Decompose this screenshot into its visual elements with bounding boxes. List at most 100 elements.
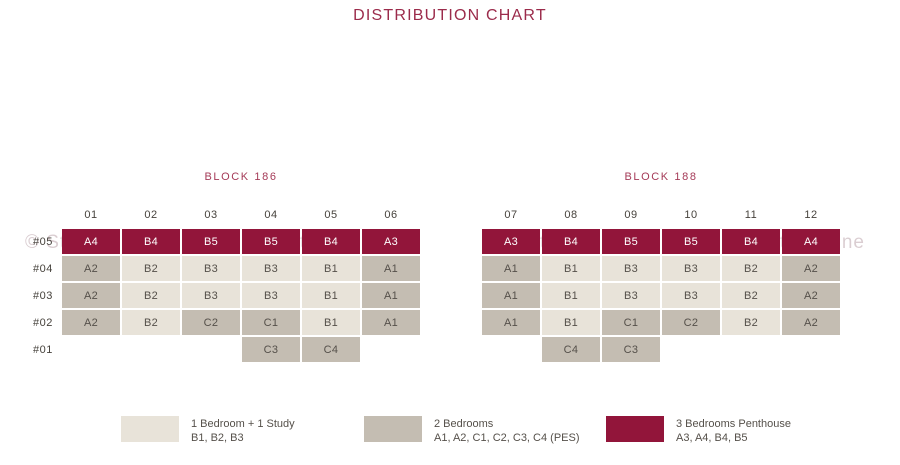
unit-cell-b1: B1 <box>542 256 600 281</box>
empty-cell <box>662 337 720 362</box>
unit-cell-a3: A3 <box>482 229 540 254</box>
stack-header: 05 <box>324 209 338 221</box>
legend-title: 1 Bedroom + 1 Study <box>191 418 295 430</box>
unit-cell-a2: A2 <box>62 256 120 281</box>
legend-text: 3 Bedrooms Penthouse A3, A4, B4, B5 <box>676 416 791 445</box>
stack-header: 10 <box>684 209 698 221</box>
unit-cell-c3: C3 <box>242 337 300 362</box>
floor-label: #05 <box>33 235 53 248</box>
stack-header: 02 <box>144 209 158 221</box>
legend-units: A3, A4, B4, B5 <box>676 432 748 444</box>
unit-cell-b2: B2 <box>722 310 780 335</box>
unit-cell-b3: B3 <box>242 283 300 308</box>
floor-label: #01 <box>33 343 53 356</box>
unit-cell-a2: A2 <box>782 283 840 308</box>
unit-cell-b2: B2 <box>122 283 180 308</box>
unit-cell-b5: B5 <box>602 229 660 254</box>
legend-title: 2 Bedrooms <box>434 418 494 430</box>
unit-cell-a2: A2 <box>62 283 120 308</box>
unit-cell-a4: A4 <box>62 229 120 254</box>
unit-cell-b3: B3 <box>662 256 720 281</box>
unit-cell-c1: C1 <box>602 310 660 335</box>
unit-cell-b3: B3 <box>242 256 300 281</box>
unit-cell-a3: A3 <box>362 229 420 254</box>
empty-cell <box>482 337 540 362</box>
stack-header: 04 <box>264 209 278 221</box>
unit-cell-b5: B5 <box>242 229 300 254</box>
unit-cell-b1: B1 <box>302 283 360 308</box>
unit-cell-b1: B1 <box>302 310 360 335</box>
unit-cell-a1: A1 <box>482 283 540 308</box>
unit-cell-b2: B2 <box>722 256 780 281</box>
unit-cell-a1: A1 <box>482 256 540 281</box>
legend-units: A1, A2, C1, C2, C3, C4 (PES) <box>434 432 580 444</box>
unit-cell-a1: A1 <box>362 283 420 308</box>
unit-cell-b4: B4 <box>722 229 780 254</box>
legend-item-3br-penthouse: 3 Bedrooms Penthouse A3, A4, B4, B5 <box>606 416 791 445</box>
stack-header: 11 <box>744 209 758 221</box>
unit-cell-b1: B1 <box>302 256 360 281</box>
unit-cell-b3: B3 <box>662 283 720 308</box>
unit-cell-a2: A2 <box>62 310 120 335</box>
block-188-stack-headers: 07 08 09 10 11 12 <box>482 209 840 221</box>
unit-cell-a2: A2 <box>782 310 840 335</box>
legend-swatch-1br-study <box>121 416 179 442</box>
unit-cell-b5: B5 <box>182 229 240 254</box>
unit-cell-b1: B1 <box>542 283 600 308</box>
floor-label: #04 <box>33 262 53 275</box>
empty-cell <box>182 337 240 362</box>
unit-cell-b2: B2 <box>722 283 780 308</box>
unit-cell-c4: C4 <box>302 337 360 362</box>
unit-cell-b4: B4 <box>302 229 360 254</box>
empty-cell <box>722 337 780 362</box>
stack-header: 12 <box>804 209 818 221</box>
legend-units: B1, B2, B3 <box>191 432 244 444</box>
block-188-unit-grid: A3 B4 B5 B5 B4 A4 A1 B1 B3 B3 B2 A2 A1 B1 B3 B3 B2 A2 A1 B1… <box>482 229 840 362</box>
unit-cell-b3: B3 <box>602 283 660 308</box>
unit-cell-b4: B4 <box>122 229 180 254</box>
empty-cell <box>122 337 180 362</box>
stack-header: 09 <box>624 209 638 221</box>
unit-cell-a1: A1 <box>362 256 420 281</box>
legend-text: 2 Bedrooms A1, A2, C1, C2, C3, C4 (PES) <box>434 416 580 445</box>
stack-header: 07 <box>504 209 518 221</box>
unit-cell-b3: B3 <box>182 283 240 308</box>
stack-header: 08 <box>564 209 578 221</box>
legend-swatch-3br-penthouse <box>606 416 664 442</box>
page-title: DISTRIBUTION CHART <box>353 7 547 24</box>
unit-cell-c3: C3 <box>602 337 660 362</box>
unit-cell-a1: A1 <box>482 310 540 335</box>
stack-header: 06 <box>384 209 398 221</box>
unit-cell-c1: C1 <box>242 310 300 335</box>
unit-cell-b2: B2 <box>122 256 180 281</box>
empty-cell <box>362 337 420 362</box>
unit-cell-c4: C4 <box>542 337 600 362</box>
unit-cell-b1: B1 <box>542 310 600 335</box>
unit-cell-b3: B3 <box>182 256 240 281</box>
unit-cell-c2: C2 <box>662 310 720 335</box>
legend-swatch-2br <box>364 416 422 442</box>
unit-cell-b4: B4 <box>542 229 600 254</box>
unit-cell-a4: A4 <box>782 229 840 254</box>
floor-label: #03 <box>33 289 53 302</box>
unit-cell-b5: B5 <box>662 229 720 254</box>
unit-cell-b3: B3 <box>602 256 660 281</box>
legend-item-2br: 2 Bedrooms A1, A2, C1, C2, C3, C4 (PES) <box>364 416 580 445</box>
block-186: BLOCK 186 01 02 03 04 05 06 A4 B4 B5 B5 B4 A3 A2 B2 B… <box>62 166 420 366</box>
block-186-stack-headers: 01 02 03 04 05 06 <box>62 209 420 221</box>
legend-text: 1 Bedroom + 1 Study B1, B2, B3 <box>191 416 295 445</box>
unit-cell-b2: B2 <box>122 310 180 335</box>
empty-cell <box>62 337 120 362</box>
stack-header: 03 <box>204 209 218 221</box>
unit-cell-c2: C2 <box>182 310 240 335</box>
block-188-title: BLOCK 188 <box>624 171 698 183</box>
block-188: BLOCK 188 07 08 09 10 11 12 A3 B4 B5 B5 B4 A4 A1 B1 B… <box>482 166 840 366</box>
legend-item-1br-study: 1 Bedroom + 1 Study B1, B2, B3 <box>121 416 295 445</box>
stack-header: 01 <box>84 209 98 221</box>
empty-cell <box>782 337 840 362</box>
floor-axis-labels: #05 #04 #03 #02 #01 <box>33 229 53 364</box>
block-186-title: BLOCK 186 <box>204 171 278 183</box>
legend-title: 3 Bedrooms Penthouse <box>676 418 791 430</box>
unit-cell-a1: A1 <box>362 310 420 335</box>
